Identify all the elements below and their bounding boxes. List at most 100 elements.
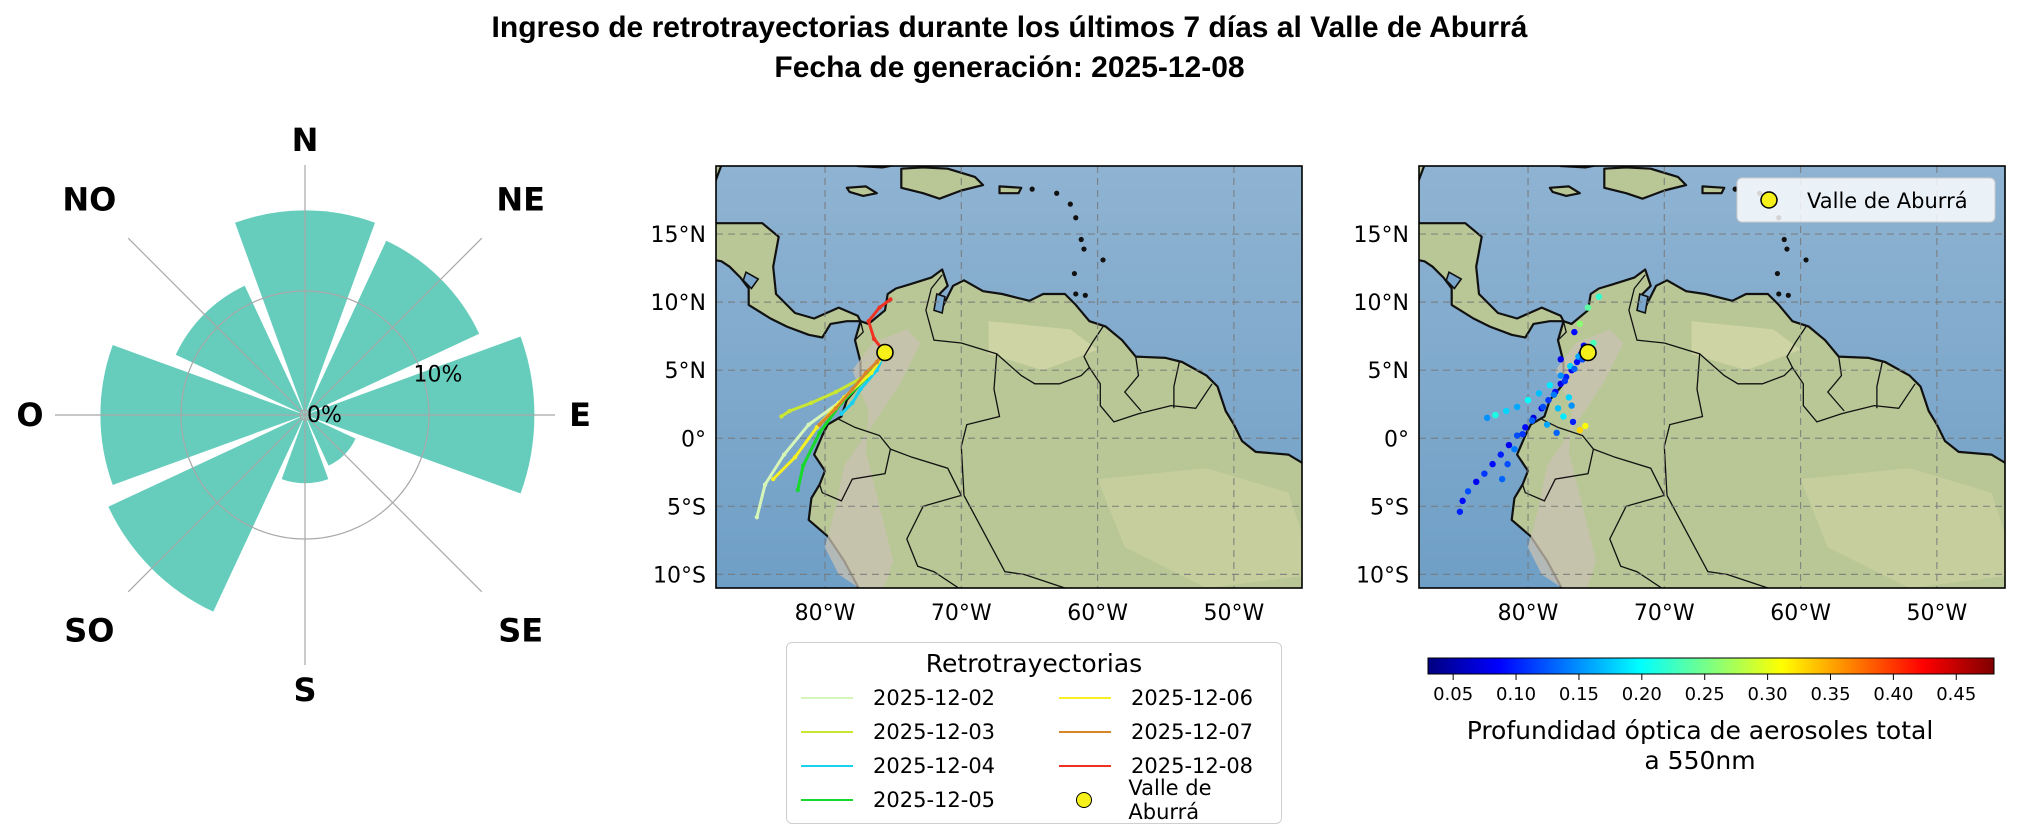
legend-station-dot (1760, 191, 1778, 209)
trajectory-point (809, 400, 814, 406)
aod-point (1504, 460, 1511, 468)
colorbar-tick-label: 0.35 (1810, 684, 1850, 705)
rose-ring-label: 0% (307, 403, 342, 428)
aod-point (1456, 508, 1464, 515)
aod-point (1513, 403, 1521, 411)
lat-tick-label: 15°N (1354, 223, 1409, 248)
rose-ring-10 (180, 290, 430, 540)
colorbar-tick-label: 0.05 (1433, 684, 1473, 705)
legend-item-2025-12-05: 2025-12-05 (801, 785, 995, 815)
trajectory-point (771, 476, 776, 482)
colorbar-tick-label: 0.15 (1559, 684, 1599, 705)
wind-rose: N NE E SE S SO O NO 0% 10% (16, 121, 591, 709)
legend-item-label: 2025-12-06 (1131, 686, 1254, 710)
aod-points (1456, 293, 1603, 515)
trajectory-point (779, 414, 784, 419)
trajectory-point (877, 305, 882, 310)
island (1071, 270, 1078, 277)
aod-point (1464, 488, 1472, 495)
lat-tick-label: 5°S (1370, 495, 1409, 520)
aod-point (1569, 418, 1577, 426)
trajectory-map: 80°W 70°W 60°W 50°W 15°N 10°N 5°N 0° 5°S 10°S (651, 165, 1303, 626)
aod-point (1590, 339, 1597, 347)
land-south-america (1510, 268, 2005, 588)
colorbar-label: Profundidad óptica de aerosoles total a … (1410, 716, 1990, 776)
aod-point (1492, 411, 1499, 419)
colorbar-tick-label: 0.20 (1622, 684, 1662, 705)
legend-line-swatch (801, 697, 853, 699)
trajectory-point (874, 359, 880, 365)
aod-point (1557, 356, 1564, 363)
legend-item-2025-12-07: 2025-12-07 (1059, 717, 1253, 747)
lat-tick-label: 5°S (667, 495, 706, 520)
trajectory-point (806, 422, 811, 427)
country-border (996, 326, 1104, 385)
trajectory-lines (754, 297, 893, 520)
andes-terrain (825, 329, 921, 588)
land-south-america (807, 268, 1302, 588)
rose-direction-o: O (16, 396, 43, 434)
country-border (1521, 418, 1595, 502)
legend-line-swatch (1059, 697, 1111, 699)
island (1100, 257, 1106, 263)
colorbar-tick-label: 0.10 (1496, 684, 1536, 705)
legend-line-swatch (1059, 731, 1111, 733)
trajectory-point (787, 408, 792, 414)
plateau-terrain (1097, 468, 1302, 588)
legend-item-label: 2025-12-07 (1131, 720, 1254, 744)
colorbar-ticks: 0.05 0.10 0.15 0.20 0.25 0.30 0.35 0.40 0.45 (1433, 674, 1976, 705)
aod-point (1459, 497, 1466, 505)
island (1803, 257, 1809, 263)
island (1029, 186, 1035, 192)
trajectory-point (781, 452, 787, 457)
aod-point (1545, 396, 1552, 404)
trajectory-point (869, 370, 874, 376)
aod-point (1576, 320, 1584, 328)
legend-item-2025-12-03: 2025-12-03 (801, 717, 995, 747)
aod-map: 80°W 70°W 60°W 50°W 15°N 10°N 5°N 0° 5°S 10°S Val… (1354, 165, 2006, 626)
aod-colorbar: 0.05 0.10 0.15 0.20 0.25 0.30 0.35 0.40 0.45 (1427, 657, 1995, 705)
aod-point (1557, 372, 1564, 379)
legend-item-label: 2025-12-04 (873, 754, 996, 778)
island (1784, 246, 1790, 252)
trajectory-point (839, 411, 844, 416)
land-area (1603, 166, 1688, 200)
island (1732, 186, 1738, 192)
country-border (1628, 274, 1704, 496)
rose-ring-label: 10% (414, 363, 463, 388)
aod-point (1554, 405, 1562, 412)
aod-point (1561, 377, 1569, 385)
land-area (845, 185, 878, 198)
lake (742, 271, 760, 290)
rose-direction-e: E (569, 396, 591, 434)
legend-item-label: 2025-12-03 (873, 720, 996, 744)
lat-tick-label: 0° (1384, 427, 1409, 452)
country-border (1791, 367, 1916, 423)
lon-tick-label: 70°W (931, 601, 992, 626)
country-border (854, 321, 864, 341)
legend-item-2025-12-06: 2025-12-06 (1059, 683, 1253, 713)
lat-tick-label: 10°N (1354, 291, 1409, 316)
lon-tick-label: 70°W (1634, 601, 1695, 626)
aod-point (1553, 429, 1560, 437)
aod-point (1511, 445, 1518, 453)
station-marker (876, 343, 894, 362)
trajectory-point (871, 336, 877, 342)
country-border (818, 418, 892, 502)
trajectory-point (863, 370, 869, 376)
rose-direction-n: N (292, 121, 319, 159)
lat-tick-label: 10°S (653, 563, 706, 588)
legend-item-label: 2025-12-08 (1131, 754, 1254, 778)
aod-point (1524, 396, 1532, 404)
island (1067, 201, 1073, 207)
aod-point (1481, 470, 1488, 477)
land-area (1701, 185, 1726, 195)
aod-point (1568, 402, 1575, 409)
map2-legend-label: Valle de Aburrá (1807, 189, 1968, 213)
trajectory-point (762, 482, 768, 487)
country-border (1666, 495, 1769, 588)
legend-item-label: 2025-12-02 (873, 686, 996, 710)
aod-point (1483, 414, 1491, 422)
country-border (1088, 367, 1213, 423)
rose-direction-so: SO (64, 612, 114, 650)
